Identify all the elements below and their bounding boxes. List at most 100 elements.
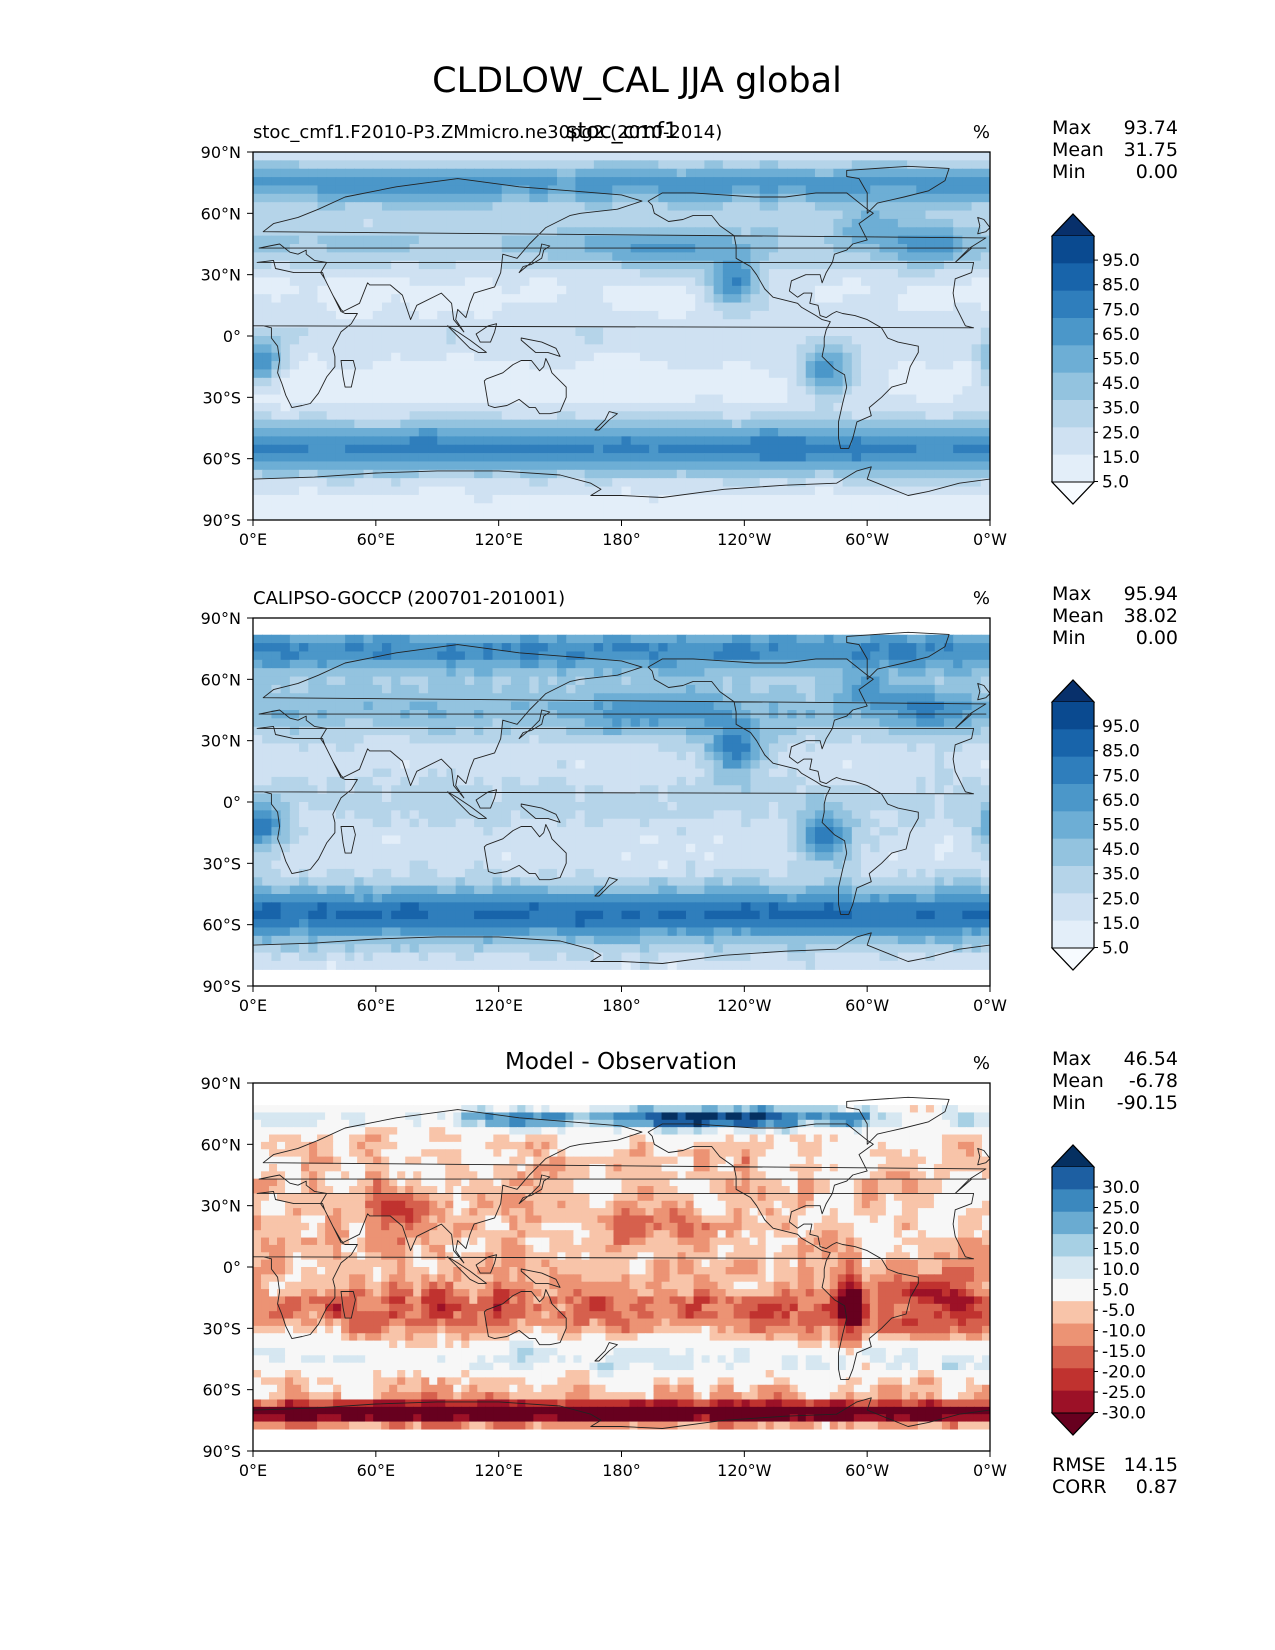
field-cell — [593, 386, 604, 396]
field-cell — [464, 361, 475, 371]
field-cell — [280, 469, 291, 479]
field-cell — [630, 461, 641, 471]
field-cell — [446, 294, 457, 304]
field-cell — [943, 235, 954, 245]
field-cell — [510, 776, 521, 786]
field-cell — [612, 693, 623, 703]
field-cell — [722, 419, 733, 429]
field-cell — [732, 235, 742, 245]
field-cell — [529, 386, 540, 396]
field-cell — [345, 453, 355, 463]
field-cell — [925, 210, 936, 220]
field-cell — [253, 659, 263, 669]
field-cell — [768, 469, 779, 479]
field-cell — [253, 511, 263, 520]
field-cell — [289, 327, 300, 337]
field-cell — [953, 235, 963, 245]
field-cell — [768, 634, 779, 644]
field-cell — [658, 152, 669, 161]
field-cell — [612, 252, 623, 262]
field-cell — [428, 461, 438, 471]
field-cell — [630, 185, 641, 195]
observation-field — [253, 634, 990, 970]
field-cell — [649, 327, 659, 337]
field-cell — [824, 444, 834, 454]
field-cell — [667, 760, 678, 770]
field-cell — [584, 402, 595, 412]
field-cell — [778, 503, 788, 513]
field-cell — [317, 252, 328, 262]
field-cell — [971, 735, 982, 745]
field-cell — [492, 676, 503, 686]
field-cell — [529, 319, 540, 329]
field-cell — [907, 718, 917, 728]
field-cell — [879, 760, 890, 770]
field-cell — [750, 693, 761, 703]
field-cell — [704, 344, 715, 354]
field-cell — [870, 336, 881, 345]
field-cell — [796, 336, 807, 345]
field-cell — [418, 252, 429, 262]
field-cell — [474, 668, 484, 678]
field-cell — [391, 210, 401, 220]
field-cell — [861, 260, 871, 270]
field-cell — [584, 269, 595, 279]
field-cell — [437, 634, 448, 644]
field-cell — [418, 327, 429, 337]
field-cell — [520, 643, 530, 653]
field-cell — [437, 394, 448, 404]
field-cell — [621, 394, 632, 404]
field-cell — [391, 310, 401, 320]
field-cell — [833, 659, 844, 669]
field-cell — [428, 751, 438, 761]
field-cell — [796, 478, 807, 488]
field-cell — [299, 361, 309, 371]
field-cell — [418, 227, 429, 237]
field-cell — [649, 444, 659, 454]
field-cell — [768, 402, 779, 412]
field-cell — [262, 453, 273, 463]
field-cell — [566, 218, 577, 228]
field-cell — [630, 693, 641, 703]
field-cell — [685, 352, 696, 362]
field-cell — [428, 428, 438, 437]
field-cell — [400, 659, 411, 669]
field-cell — [446, 218, 457, 228]
field-cell — [409, 428, 420, 437]
field-cell — [980, 676, 990, 686]
field-cell — [778, 336, 788, 345]
field-cell — [704, 411, 715, 421]
field-cell — [695, 760, 706, 770]
field-cell — [455, 478, 466, 488]
field-cell — [280, 269, 291, 279]
field-cell — [750, 327, 761, 337]
field-cell — [603, 776, 613, 786]
field-cell — [326, 386, 337, 396]
field-cell — [575, 185, 586, 195]
field-cell — [676, 668, 687, 678]
field-cell — [289, 302, 300, 312]
field-cell — [501, 735, 512, 745]
field-cell — [271, 402, 282, 412]
field-cell — [667, 235, 678, 245]
field-cell — [381, 651, 392, 661]
field-cell — [732, 160, 742, 170]
field-cell — [464, 718, 475, 728]
field-cell — [833, 701, 844, 711]
field-cell — [796, 684, 807, 694]
field-cell — [474, 726, 484, 736]
field-cell — [363, 285, 374, 295]
field-cell — [446, 411, 457, 421]
field-cell — [639, 469, 650, 479]
field-cell — [732, 743, 742, 753]
field-cell — [842, 352, 853, 362]
field-cell — [861, 643, 871, 653]
field-cell — [464, 494, 475, 504]
field-cell — [925, 701, 936, 711]
field-cell — [934, 319, 945, 329]
field-cell — [520, 726, 530, 736]
field-cell — [741, 277, 752, 287]
field-cell — [805, 168, 816, 178]
field-cell — [861, 659, 871, 669]
field-cell — [934, 369, 945, 379]
